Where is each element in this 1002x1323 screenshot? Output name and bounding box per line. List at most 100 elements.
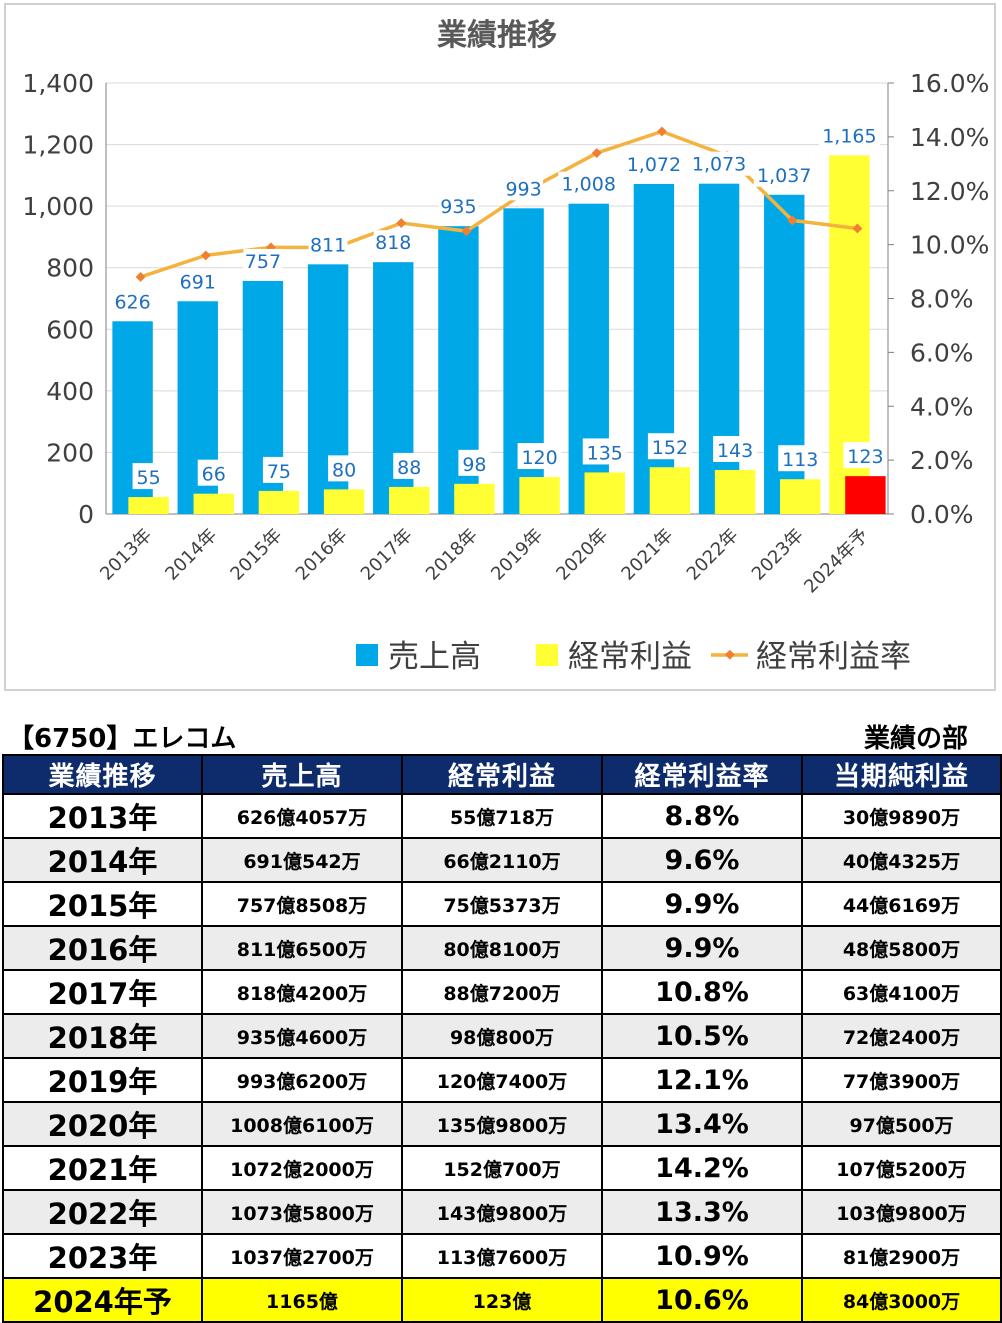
- x-tick-label: 2016年: [292, 525, 352, 585]
- ordinary-profit-bar: [389, 486, 430, 514]
- ordinary-profit-cell: 123億: [401, 1277, 603, 1323]
- year-cell: 2022年: [2, 1189, 203, 1235]
- net-profit-cell: 107億5200万: [801, 1145, 1002, 1191]
- ordinary-profit-bar: [258, 490, 300, 514]
- sales-cell: 1072億2000万: [201, 1145, 403, 1191]
- y-right-tick-label: 10.0%: [910, 231, 989, 260]
- performance-chart: 業績推移 0 200 400 600 800 1,000 1,200 1,400 0.0% 2.0%…: [22, 18, 989, 675]
- ordinary-profit-bar: [714, 469, 756, 514]
- ordinary-profit-bar: [519, 477, 560, 514]
- table-row: 2020年 1008億6100万 135億9800万 13.4% 97億500万: [2, 1101, 1002, 1147]
- sales-label-background: [558, 171, 620, 196]
- sales-cell: 626億4057万: [201, 793, 403, 839]
- legend-swatch-sales: [356, 644, 378, 666]
- sales-value-label: 818: [375, 232, 411, 254]
- performance-table: 業績推移 売上高 経常利益 経常利益率 当期純利益 2013年 626億4057万…: [2, 754, 1002, 1323]
- table-row: 2013年 626億4057万 55億718万 8.8% 30億9890万: [2, 793, 1002, 839]
- legend-label-ordinary-profit: 経常利益: [568, 639, 692, 675]
- x-tick-label: 2017年: [357, 525, 417, 585]
- ordinary-profit-cell: 98億800万: [401, 1013, 603, 1059]
- year-cell: 2016年: [2, 925, 203, 971]
- ordinary-profit-value-label: 135: [587, 442, 623, 464]
- sales-cell: 993億6200万: [201, 1057, 403, 1103]
- net-profit-cell: 97億500万: [801, 1101, 1002, 1147]
- x-tick-label: 2022年: [683, 525, 743, 585]
- ordinary-profit-bar: [845, 476, 886, 514]
- sales-value-label: 1,072: [627, 154, 681, 176]
- sales-cell: 1008億6100万: [201, 1101, 403, 1147]
- ordinary-profit-value-label: 75: [267, 461, 291, 483]
- ordinary-profit-value-label: 120: [521, 447, 557, 469]
- x-tick-label: 2013年: [96, 525, 156, 585]
- net-profit-cell: 40億4325万: [801, 837, 1002, 883]
- sales-label-background: [438, 194, 478, 219]
- sales-value-label: 626: [114, 291, 150, 313]
- table-row: 2024年予 1165億 123億 10.6% 84億3000万: [2, 1277, 1002, 1323]
- year-cell: 2013年: [2, 793, 203, 839]
- ordinary-margin-cell: 10.5%: [601, 1013, 803, 1059]
- sales-cell: 818億4200万: [201, 969, 403, 1015]
- sales-bar: [698, 183, 740, 514]
- ordinary-margin-cell: 10.8%: [601, 969, 803, 1015]
- ordinary-margin-point: [396, 218, 407, 229]
- section-title: 業績の部: [863, 724, 968, 754]
- x-tick-label: 2020年: [552, 525, 612, 585]
- company-title: 【6750】エレコム: [8, 724, 237, 754]
- ordinary-profit-cell: 88億7200万: [401, 969, 603, 1015]
- profit-label-background: [328, 455, 361, 482]
- profit-label-background: [778, 445, 823, 472]
- x-tick-label: 2019年: [487, 525, 547, 585]
- sales-label-background: [504, 176, 544, 201]
- y-right-tick-label: 4.0%: [910, 392, 974, 421]
- ordinary-margin-point: [591, 148, 602, 158]
- y-left-tick-label: 1,000: [22, 192, 94, 221]
- y-right-tick-label: 2.0%: [910, 446, 974, 475]
- y-left-tick-label: 1,400: [22, 69, 94, 98]
- sales-value-label: 1,008: [562, 174, 616, 196]
- year-cell: 2018年: [2, 1013, 203, 1059]
- ordinary-profit-bar: [649, 467, 691, 514]
- ordinary-profit-value-label: 152: [652, 437, 688, 459]
- profit-label-background: [393, 452, 426, 479]
- sales-cell: 935億4600万: [201, 1013, 403, 1059]
- ordinary-profit-cell: 75億5373万: [401, 881, 603, 927]
- x-tick-label: 2024年予: [800, 525, 873, 598]
- ordinary-margin-cell: 9.9%: [601, 881, 803, 927]
- year-cell: 2019年: [2, 1057, 203, 1103]
- year-cell: 2020年: [2, 1101, 203, 1147]
- ordinary-profit-bar: [454, 483, 495, 514]
- table-row: 2015年 757億8508万 75億5373万 9.9% 44億6169万: [2, 881, 1002, 927]
- sales-label-background: [688, 151, 750, 176]
- profit-label-background: [458, 449, 491, 476]
- ordinary-margin-cell: 14.2%: [601, 1145, 803, 1191]
- table-header-row: 業績推移 売上高 経常利益 経常利益率 当期純利益: [2, 754, 1002, 795]
- net-profit-cell: 72億2400万: [801, 1013, 1002, 1059]
- table-row: 2023年 1037億2700万 113億7600万 10.9% 81億2900万: [2, 1233, 1002, 1279]
- column-header-ordinary-margin: 経常利益率: [601, 754, 803, 795]
- year-cell: 2024年予: [2, 1277, 203, 1323]
- sales-cell: 691億542万: [201, 837, 403, 883]
- ordinary-margin-cell: 10.6%: [601, 1277, 803, 1323]
- y-right-tick-label: 8.0%: [910, 285, 974, 314]
- ordinary-profit-bar: [193, 493, 234, 514]
- column-header-net-profit: 当期純利益: [801, 754, 1002, 795]
- ordinary-margin-point: [656, 126, 667, 137]
- x-tick-label: 2014年: [161, 525, 221, 585]
- ordinary-profit-bar: [780, 479, 821, 514]
- x-tick-label: 2018年: [422, 525, 482, 585]
- net-profit-cell: 44億6169万: [801, 881, 1002, 927]
- column-header-ordinary-profit: 経常利益: [401, 754, 603, 795]
- ordinary-profit-cell: 66億2110万: [401, 837, 603, 883]
- x-tick-label: 2023年: [748, 525, 808, 585]
- sales-cell: 1037億2700万: [201, 1233, 403, 1279]
- sales-label-background: [113, 289, 153, 314]
- legend-swatch-ordinary-profit: [536, 644, 558, 666]
- net-profit-cell: 81億2900万: [801, 1233, 1002, 1279]
- ordinary-profit-value-label: 123: [847, 446, 883, 468]
- sales-label-background: [623, 151, 685, 176]
- sales-cell: 1073億5800万: [201, 1189, 403, 1235]
- profit-label-background: [262, 456, 295, 483]
- net-profit-cell: 84億3000万: [801, 1277, 1002, 1323]
- ordinary-margin-point: [852, 223, 863, 234]
- sales-value-label: 691: [180, 271, 216, 293]
